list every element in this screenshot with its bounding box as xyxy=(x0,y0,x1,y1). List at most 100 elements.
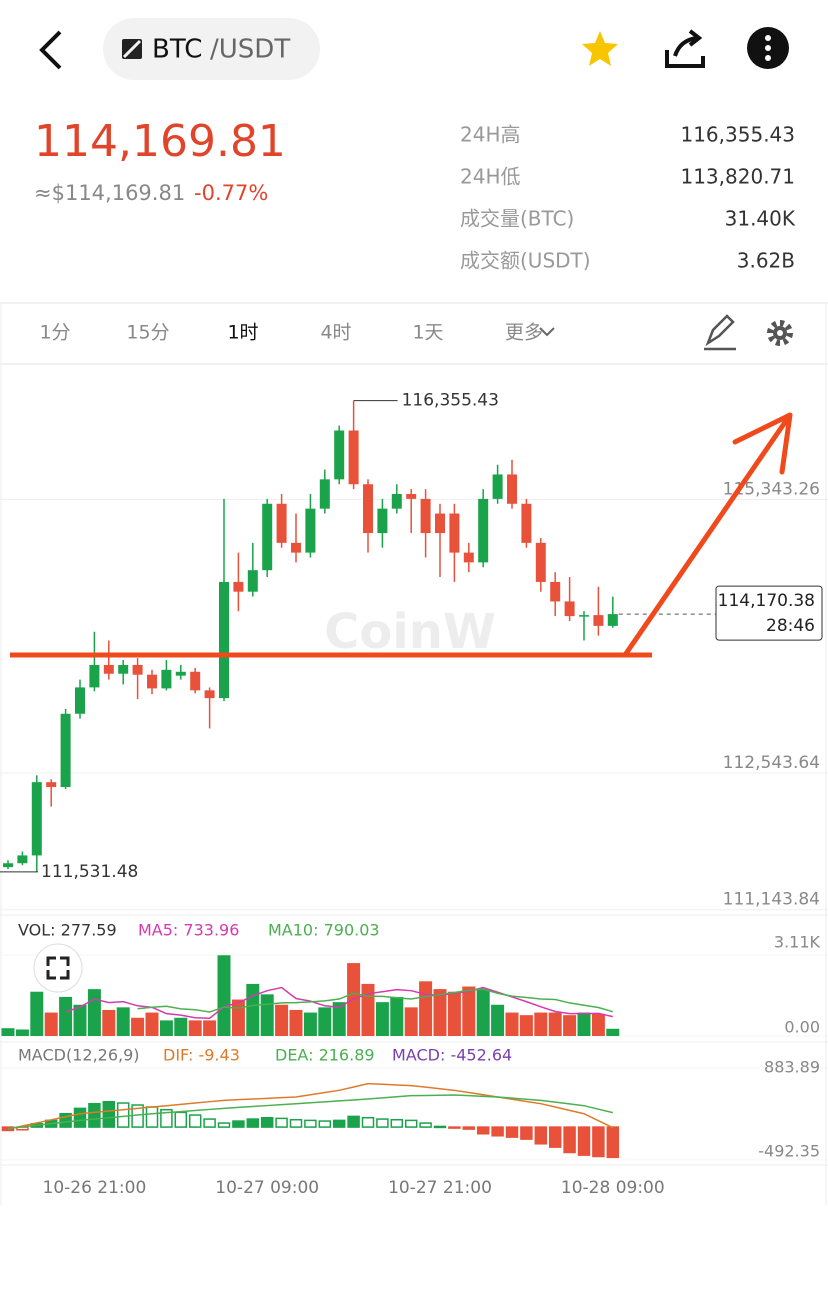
back-button[interactable] xyxy=(39,30,62,70)
pair-pill[interactable] xyxy=(103,18,320,80)
stats: 24H高 116,355.43 24H低 113,820.71 成交量(BTC) 31.4… xyxy=(460,123,796,273)
last-price-box xyxy=(715,585,823,641)
volume-bar xyxy=(577,1012,591,1036)
volume-bar xyxy=(174,1017,188,1036)
macd-bar xyxy=(304,1119,317,1128)
macd-bar xyxy=(217,1122,231,1128)
ma5-line xyxy=(65,986,613,1020)
candle-body xyxy=(31,782,42,856)
stat-label: 24H低 xyxy=(460,165,521,189)
stat-label: 成交额(USDT) xyxy=(460,249,591,273)
candle-body xyxy=(363,484,373,534)
macd-bar xyxy=(347,1115,360,1128)
candle-body xyxy=(291,542,301,553)
dea-line xyxy=(7,1094,613,1130)
macd-bar xyxy=(376,1118,389,1128)
ma10-line xyxy=(137,988,614,1013)
volume-bar xyxy=(260,994,274,1036)
countdown: 28:46 xyxy=(766,616,815,636)
settings[interactable] xyxy=(767,320,793,346)
last-price-label: 114,170.38 xyxy=(718,591,815,611)
candle-body xyxy=(247,570,258,592)
macd-bar xyxy=(59,1112,72,1128)
volume-bar xyxy=(30,991,44,1036)
macd-bar xyxy=(318,1120,332,1128)
stat-value: 113,820.71 xyxy=(680,165,795,189)
x-tick-label: 10-28 09:00 xyxy=(561,1178,665,1198)
volume-tick-label: 3.11K xyxy=(774,933,821,952)
candle-body xyxy=(593,615,604,626)
volume-bar xyxy=(563,1015,577,1036)
volume-legend: VOL: 277.59 xyxy=(18,921,117,940)
volume-bar xyxy=(102,1009,116,1036)
candle-body xyxy=(550,581,561,602)
macd-legend: DIF: -9.43 xyxy=(163,1046,240,1065)
candle-body xyxy=(348,430,359,485)
low-label: 111,531.48 xyxy=(41,862,138,882)
expand-button[interactable] xyxy=(33,943,83,993)
tab[interactable]: 1分 xyxy=(39,322,70,344)
tab[interactable]: 更多 xyxy=(505,322,543,344)
candle-body xyxy=(319,479,330,509)
macd-bar xyxy=(160,1108,173,1128)
volume-bar xyxy=(116,1007,130,1036)
stat-value: 31.40K xyxy=(725,207,796,231)
volume-bar xyxy=(1,1028,15,1036)
volume-bar xyxy=(15,1029,29,1036)
candle-body xyxy=(46,782,57,788)
more-arrow xyxy=(539,327,555,337)
price-change: -0.77% xyxy=(194,181,268,205)
volume-bar xyxy=(332,1002,346,1036)
draw-tool[interactable] xyxy=(704,314,736,351)
candle-body xyxy=(449,513,460,553)
candle-body xyxy=(435,513,445,534)
tab[interactable]: 15分 xyxy=(126,322,169,344)
volume-legend: MA5: 733.96 xyxy=(138,921,239,940)
tab[interactable]: 1时 xyxy=(227,322,258,344)
volume-bar xyxy=(534,1012,548,1036)
candle-body xyxy=(305,508,316,553)
favorite-star[interactable] xyxy=(582,31,618,66)
macd-bar xyxy=(520,1126,533,1140)
volume-bar xyxy=(289,1009,303,1036)
pair-icon-slash xyxy=(122,39,142,59)
volume-bar xyxy=(462,986,476,1036)
candle-body xyxy=(420,498,431,534)
candle-body xyxy=(161,669,172,689)
more-dot xyxy=(765,45,771,51)
macd-bar xyxy=(289,1118,303,1128)
candle-body xyxy=(391,494,402,509)
candle-body xyxy=(334,430,345,480)
tab[interactable]: 4时 xyxy=(320,322,351,344)
macd-bar xyxy=(390,1118,404,1128)
volume-bar xyxy=(303,1012,317,1036)
volume-bar xyxy=(203,1020,217,1036)
candle-body xyxy=(118,664,129,674)
volume-bar xyxy=(476,989,490,1036)
tabs: 1分 15分 1时 4时 1天 更多 xyxy=(39,322,543,344)
volume-bar xyxy=(145,1012,159,1036)
share-button[interactable] xyxy=(665,29,705,68)
candle-body xyxy=(377,508,388,534)
last-price: 114,169.81 xyxy=(34,116,286,167)
volume-bar xyxy=(87,989,101,1036)
tab[interactable]: 1天 xyxy=(412,322,443,344)
pair-quote: /USDT xyxy=(210,35,290,65)
candle-body xyxy=(276,503,287,543)
candle-body xyxy=(478,498,489,563)
candle-body xyxy=(507,474,517,504)
candle-body xyxy=(147,674,157,689)
macd-bar xyxy=(145,1106,159,1128)
volume-bar xyxy=(59,996,73,1036)
volume-bar xyxy=(519,1015,533,1036)
pair-base: BTC xyxy=(152,35,202,65)
volume-bar xyxy=(361,983,375,1036)
more-dot xyxy=(765,35,771,41)
candle-body xyxy=(607,614,618,626)
volume-bar xyxy=(44,1012,58,1036)
macd-bar xyxy=(260,1116,274,1128)
volume-bar xyxy=(188,1020,202,1036)
volume-bar xyxy=(375,1002,389,1036)
trend-arrow xyxy=(622,412,793,658)
volume-bar xyxy=(419,981,433,1036)
